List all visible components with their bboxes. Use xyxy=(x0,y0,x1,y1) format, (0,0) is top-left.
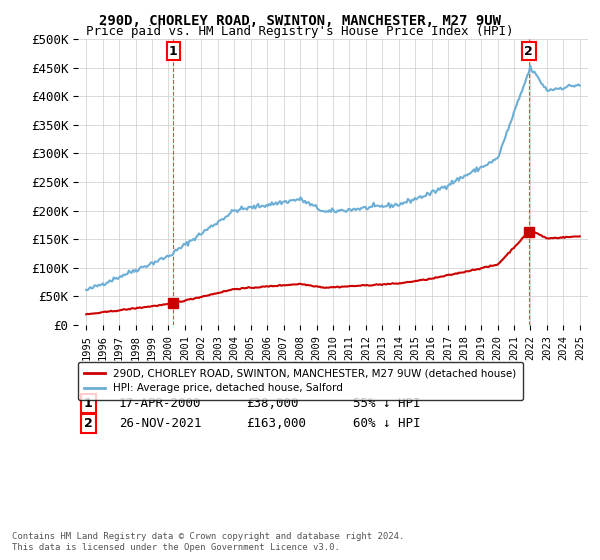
Text: Contains HM Land Registry data © Crown copyright and database right 2024.
This d: Contains HM Land Registry data © Crown c… xyxy=(12,532,404,552)
Text: 2: 2 xyxy=(524,45,533,58)
Text: 2: 2 xyxy=(84,417,92,430)
Text: 290D, CHORLEY ROAD, SWINTON, MANCHESTER, M27 9UW: 290D, CHORLEY ROAD, SWINTON, MANCHESTER,… xyxy=(99,14,501,28)
Text: £38,000: £38,000 xyxy=(247,397,299,410)
Text: 17-APR-2000: 17-APR-2000 xyxy=(119,397,202,410)
Text: £163,000: £163,000 xyxy=(247,417,307,430)
Text: Price paid vs. HM Land Registry's House Price Index (HPI): Price paid vs. HM Land Registry's House … xyxy=(86,25,514,38)
Text: 60% ↓ HPI: 60% ↓ HPI xyxy=(353,417,421,430)
Text: 26-NOV-2021: 26-NOV-2021 xyxy=(119,417,202,430)
Text: 55% ↓ HPI: 55% ↓ HPI xyxy=(353,397,421,410)
Text: 1: 1 xyxy=(84,397,92,410)
Legend: 290D, CHORLEY ROAD, SWINTON, MANCHESTER, M27 9UW (detached house), HPI: Average : 290D, CHORLEY ROAD, SWINTON, MANCHESTER,… xyxy=(78,362,523,400)
Text: 1: 1 xyxy=(169,45,178,58)
